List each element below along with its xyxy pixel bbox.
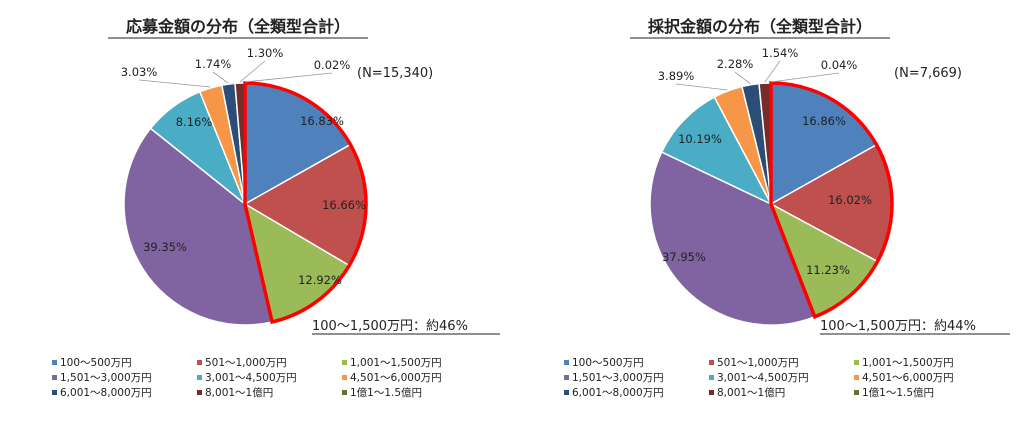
leader-line-9 (244, 72, 333, 83)
leader-line-7 (212, 71, 229, 84)
legend-swatch-1 (564, 360, 569, 365)
legend-swatch-1 (52, 360, 57, 365)
legend-label-2: 501～1,000万円 (205, 357, 287, 369)
legend-swatch-2 (709, 360, 714, 365)
legend-swatch-6 (854, 375, 859, 380)
legend-swatch-9 (342, 390, 347, 395)
value-label-6: 3.89% (658, 69, 695, 83)
legend-label-9: 1億1～1.5億円 (350, 386, 422, 399)
legend-swatch-7 (52, 390, 57, 395)
legend-label-2: 501～1,000万円 (717, 357, 799, 369)
value-label-5: 10.19% (678, 132, 722, 146)
legend-label-7: 6,001～8,000万円 (572, 387, 664, 399)
value-label-3: 11.23% (806, 263, 850, 277)
value-label-9: 0.02% (314, 58, 351, 72)
value-label-1: 16.83% (300, 114, 344, 128)
pie-slice-4 (649, 151, 816, 326)
value-label-1: 16.86% (802, 114, 846, 128)
legend-swatch-8 (709, 390, 714, 395)
leader-line-6 (138, 79, 211, 88)
legend-swatch-6 (342, 375, 347, 380)
legend-label-8: 8,001～1億円 (717, 386, 785, 399)
legend-swatch-3 (854, 360, 859, 365)
legend-swatch-5 (709, 375, 714, 380)
legend-swatch-4 (52, 375, 57, 380)
value-label-6: 3.03% (121, 65, 158, 79)
leader-line-9 (770, 72, 840, 83)
legend-swatch-7 (564, 390, 569, 395)
value-label-2: 16.02% (828, 193, 872, 207)
legend-label-5: 3,001～4,500万円 (205, 372, 297, 384)
legend-swatch-4 (564, 375, 569, 380)
legend-swatch-2 (197, 360, 202, 365)
pie-chart-right: 採択金額の分布（全類型合計） (N=7,669) 100～1,500万円：約44… (564, 17, 1010, 399)
right-chart-panel: 採択金額の分布（全類型合計） (N=7,669) 100～1,500万円：約44… (510, 0, 1020, 444)
value-label-4: 39.35% (143, 240, 187, 254)
legend-label-7: 6,001～8,000万円 (60, 387, 152, 399)
legend-swatch-9 (854, 390, 859, 395)
value-label-8: 1.54% (762, 46, 799, 60)
leader-line-8 (239, 60, 266, 83)
legend-label-4: 1,501～3,000万円 (572, 372, 664, 384)
legend-label-5: 3,001～4,500万円 (717, 372, 809, 384)
legend-label-1: 100～500万円 (60, 357, 132, 369)
value-label-7: 2.28% (717, 57, 754, 71)
legend-label-9: 1億1～1.5億円 (862, 386, 934, 399)
left-chart-panel: 応募金額の分布（全類型合計） (N=15,340) 100～1,500万円：約4… (52, 17, 500, 399)
value-label-5: 8.16% (176, 115, 213, 129)
legend-label-1: 100～500万円 (572, 357, 644, 369)
legend-label-6: 4,501～6,000万円 (862, 372, 954, 384)
leader-line-7 (734, 71, 751, 85)
value-label-7: 1.74% (195, 57, 232, 71)
value-label-9: 0.04% (821, 58, 858, 72)
chart-title-left: 応募金額の分布（全類型合計） (126, 17, 350, 36)
value-label-3: 12.92% (298, 273, 342, 287)
legend-label-4: 1,501～3,000万円 (60, 372, 152, 384)
n-label-right: (N=7,669) (894, 66, 962, 81)
legend-swatch-3 (342, 360, 347, 365)
value-label-2: 16.66% (322, 198, 366, 212)
leader-line-8 (764, 60, 781, 83)
pie-slice-4 (123, 127, 273, 326)
legend-swatch-8 (197, 390, 202, 395)
legend-label-6: 4,501～6,000万円 (350, 372, 442, 384)
legend-swatch-5 (197, 375, 202, 380)
highlight-outline (243, 81, 368, 325)
leader-line-6 (675, 83, 728, 91)
value-label-4: 37.95% (662, 250, 706, 264)
legend-label-3: 1,001～1,500万円 (862, 357, 954, 369)
highlight-outline (769, 81, 894, 320)
legend-label-8: 8,001～1億円 (205, 386, 273, 399)
summary-label-right: 100～1,500万円：約44% (820, 319, 976, 334)
legend-label-3: 1,001～1,500万円 (350, 357, 442, 369)
n-label-left: (N=15,340) (357, 66, 433, 81)
pie-slice-5 (660, 96, 773, 206)
value-label-8: 1.30% (247, 46, 284, 60)
chart-title-right: 採択金額の分布（全類型合計） (648, 17, 872, 36)
pie-chart-left: 応募金額の分布（全類型合計） (N=15,340) 100～1,500万円：約4… (52, 17, 500, 399)
summary-label-left: 100～1,500万円：約46% (312, 319, 468, 334)
